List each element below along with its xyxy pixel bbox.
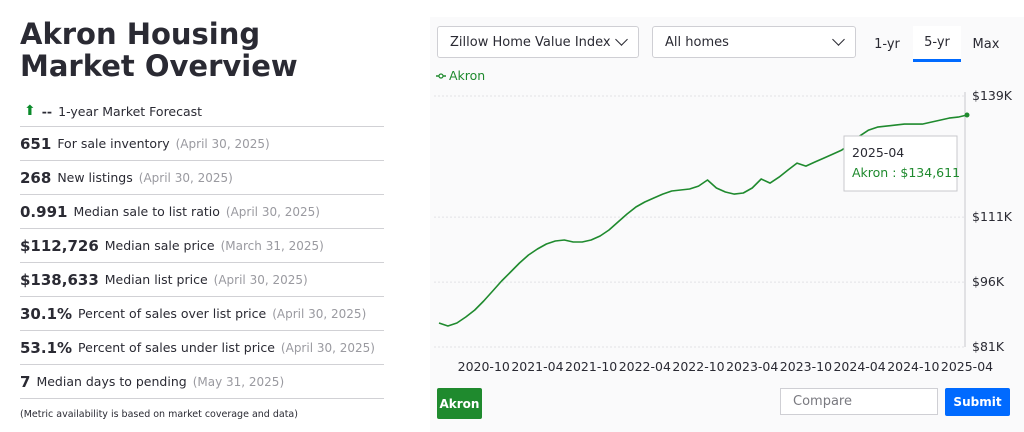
- metric-value: $138,633: [20, 270, 99, 289]
- tooltip-date: 2025-04: [852, 145, 904, 160]
- metric-label: New listings: [57, 170, 133, 185]
- metric-date: (May 31, 2025): [192, 374, 285, 389]
- metric-value: 651: [20, 134, 52, 153]
- tooltip-box: [843, 135, 958, 192]
- overview-panel: Akron Housing Market Overview ⬆︎ -- 1-ye…: [20, 18, 384, 420]
- x-tick-label: 2022-04: [619, 359, 671, 374]
- y-tick-label: $96K: [972, 274, 1005, 289]
- metric-value: 7: [20, 372, 31, 391]
- x-tick-label: 2023-04: [726, 359, 778, 374]
- metric-label: Percent of sales under list price: [78, 340, 275, 355]
- submit-button[interactable]: Submit: [945, 388, 1010, 416]
- metric-value: 268: [20, 168, 52, 187]
- home-type-text: All homes: [665, 34, 729, 50]
- metric-row: 30.1% Percent of sales over list price (Ap…: [20, 297, 384, 331]
- metric-date: (April 30, 2025): [280, 340, 375, 355]
- home-type-dropdown[interactable]: All homes: [652, 26, 856, 58]
- compare-input[interactable]: Compare: [780, 388, 938, 415]
- y-tick-label: $81K: [972, 339, 1005, 354]
- metric-label: Percent of sales over list price: [78, 306, 267, 321]
- metric-row: 651 For sale inventory (April 30, 2025): [20, 127, 384, 161]
- metric-value: 0.991: [20, 202, 68, 221]
- y-tick-label: $139K: [972, 88, 1013, 103]
- metric-date: (March 31, 2025): [220, 238, 324, 253]
- x-tick-label: 2021-10: [565, 359, 617, 374]
- x-tick-label: 2025-04: [941, 359, 993, 374]
- metric-dropdown[interactable]: Zillow Home Value Index: [437, 26, 639, 58]
- metric-value: 53.1%: [20, 338, 73, 357]
- metric-date: (April 30, 2025): [138, 170, 233, 185]
- hover-point: [964, 112, 970, 118]
- forecast-row: ⬆︎ -- 1-year Market Forecast: [20, 96, 384, 127]
- metric-value: 30.1%: [20, 304, 73, 323]
- legend-dot: [438, 73, 444, 79]
- range-tab[interactable]: 5-yr: [913, 26, 961, 62]
- page-title: Akron Housing Market Overview: [20, 17, 298, 83]
- x-tick-label: 2020-10: [458, 359, 510, 374]
- range-tab[interactable]: 1-yr: [874, 36, 900, 52]
- metric-value: $112,726: [20, 236, 99, 255]
- chart-panel: Zillow Home Value Index All homes 1-yr 5-…: [430, 17, 1024, 432]
- metric-text: Zillow Home Value Index: [450, 34, 611, 50]
- metric-label: For sale inventory: [57, 136, 170, 151]
- x-tick-label: 2021-04: [511, 359, 563, 374]
- forecast-value: --: [41, 103, 53, 119]
- metric-row: 268 New listings (April 30, 2025): [20, 161, 384, 195]
- metric-date: (April 30, 2025): [272, 306, 367, 321]
- metric-list: 651 For sale inventory (April 30, 2025) 268…: [20, 127, 384, 399]
- metric-row: $138,633 Median list price (April 30, 2025…: [20, 263, 384, 297]
- x-tick-label: 2023-10: [780, 359, 832, 374]
- footnote: (Metric availability is based on market …: [20, 409, 298, 420]
- y-tick-label: $111K: [972, 209, 1013, 224]
- metric-label: Median days to pending: [36, 374, 187, 389]
- metric-date: (April 30, 2025): [175, 136, 270, 151]
- metric-row: 7 Median days to pending (May 31, 2025): [20, 365, 384, 399]
- metric-label: Median sale price: [104, 238, 215, 253]
- metric-row: 0.991 Median sale to list ratio (April 30,…: [20, 195, 384, 229]
- metric-label: Median sale to list ratio: [73, 204, 220, 219]
- x-tick-label: 2022-10: [672, 359, 724, 374]
- up-icon: ⬆︎: [24, 103, 36, 119]
- x-tick-label: 2024-04: [833, 359, 885, 374]
- series-button[interactable]: Akron: [437, 388, 482, 419]
- x-tick-label: 2024-10: [887, 359, 939, 374]
- tooltip-value: Akron : $134,611: [852, 165, 960, 180]
- forecast-label: 1-year Market Forecast: [58, 103, 203, 119]
- metric-date: (April 30, 2025): [225, 204, 320, 219]
- metric-date: (April 30, 2025): [213, 272, 308, 287]
- metric-row: $112,726 Median sale price (March 31, 2025…: [20, 229, 384, 263]
- range-tab[interactable]: Max: [972, 36, 1000, 52]
- legend-label: Akron: [449, 68, 485, 83]
- metric-label: Median list price: [104, 272, 208, 287]
- metric-row: 53.1% Percent of sales under list price (A…: [20, 331, 384, 365]
- series-line: [438, 114, 968, 327]
- tooltip: 2025-04 Akron : $134,611: [843, 135, 960, 192]
